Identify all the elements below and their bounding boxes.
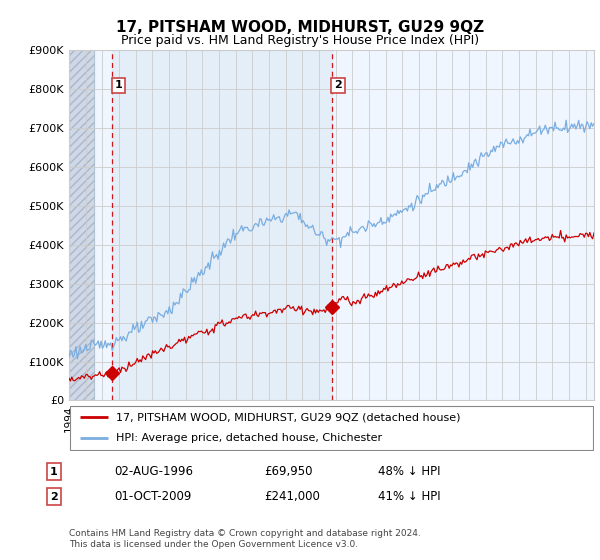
FancyBboxPatch shape	[70, 406, 593, 450]
Text: £241,000: £241,000	[264, 490, 320, 503]
Bar	[69, 50, 94, 400]
Bar	[69, 50, 94, 400]
Text: Contains HM Land Registry data © Crown copyright and database right 2024.
This d: Contains HM Land Registry data © Crown c…	[69, 529, 421, 549]
Text: 17, PITSHAM WOOD, MIDHURST, GU29 9QZ: 17, PITSHAM WOOD, MIDHURST, GU29 9QZ	[116, 20, 484, 35]
Text: 1: 1	[50, 466, 58, 477]
Text: 48% ↓ HPI: 48% ↓ HPI	[378, 465, 440, 478]
Text: HPI: Average price, detached house, Chichester: HPI: Average price, detached house, Chic…	[116, 433, 382, 444]
Text: Price paid vs. HM Land Registry's House Price Index (HPI): Price paid vs. HM Land Registry's House …	[121, 34, 479, 46]
Text: 2: 2	[50, 492, 58, 502]
Text: £69,950: £69,950	[264, 465, 313, 478]
Text: 01-OCT-2009: 01-OCT-2009	[114, 490, 191, 503]
Text: 1: 1	[115, 81, 122, 90]
Bar	[112, 50, 332, 400]
Text: 17, PITSHAM WOOD, MIDHURST, GU29 9QZ (detached house): 17, PITSHAM WOOD, MIDHURST, GU29 9QZ (de…	[116, 412, 461, 422]
Text: 2: 2	[334, 81, 342, 90]
Text: 41% ↓ HPI: 41% ↓ HPI	[378, 490, 440, 503]
Text: 02-AUG-1996: 02-AUG-1996	[114, 465, 193, 478]
